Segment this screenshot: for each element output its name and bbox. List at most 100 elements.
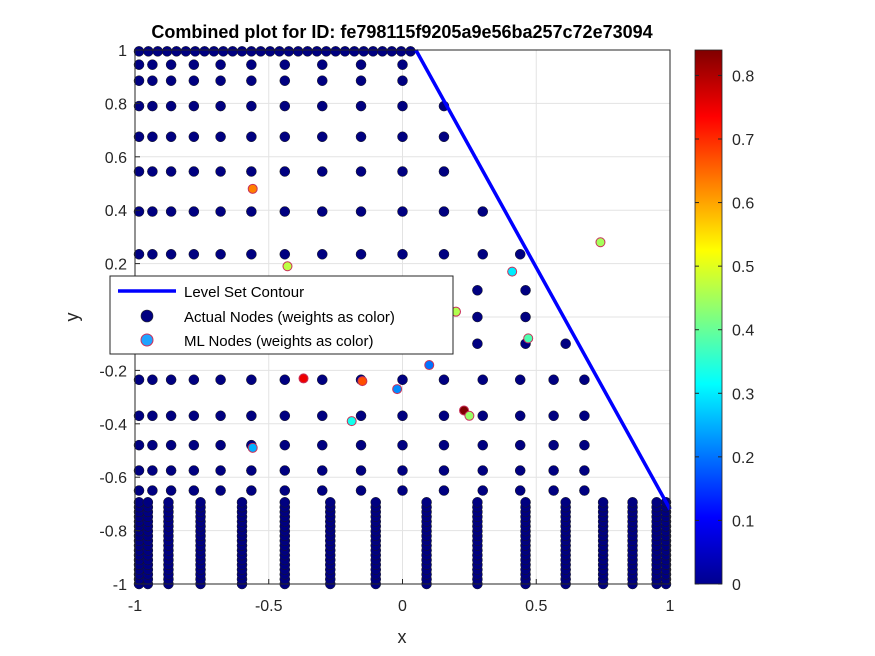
actual-node [548,485,559,496]
colorbar-tick-label: 0.4 [732,323,754,340]
actual-node [188,249,200,260]
actual-node [317,439,328,451]
actual-node [560,497,571,508]
actual-node [180,46,192,57]
actual-node [246,465,257,476]
actual-node [147,485,158,496]
actual-node [355,465,367,476]
colorbar-ticks: 0 0.1 0.2 0.3 0.4 0.5 0.6 0.7 0.8 [695,68,754,594]
actual-node [579,439,590,451]
actual-node [597,497,609,508]
y-tick-label: 1 [118,43,127,60]
actual-node [317,100,328,112]
actual-node [165,166,177,177]
actual-node [147,131,158,143]
colorbar-tick-label: 0 [732,577,741,594]
actual-node [218,46,229,57]
ml-node [392,384,403,395]
ml-node [357,376,368,387]
colorbar [694,49,723,585]
actual-node [395,46,407,57]
actual-node [152,46,163,57]
y-axis-label: y [62,313,82,322]
actual-node [165,439,177,451]
actual-node [438,439,450,451]
ml-nodes [247,183,606,453]
actual-node [438,374,450,385]
actual-node [477,374,488,385]
legend-actual-swatch [140,309,154,323]
ml-node [298,373,309,384]
actual-node [317,374,328,385]
actual-node [477,249,488,260]
actual-node [279,100,291,112]
actual-node [147,166,158,177]
actual-node [246,485,257,496]
actual-node [279,249,291,260]
actual-node [349,46,360,57]
actual-node [438,465,450,476]
actual-node [147,439,158,451]
actual-node [246,46,257,57]
actual-node [246,374,257,385]
ml-node [247,183,258,194]
ml-node [595,237,606,248]
actual-node [147,75,158,86]
actual-node [311,46,323,57]
actual-node [355,100,367,112]
actual-node [165,59,177,70]
actual-node [143,46,154,57]
actual-node [397,59,408,70]
actual-node [188,131,200,143]
actual-node [397,465,408,476]
actual-node [163,497,174,508]
colorbar-tick-label: 0.8 [732,68,754,85]
actual-node [147,374,158,385]
actual-node [355,485,367,496]
actual-node [317,465,328,476]
actual-node [215,100,226,112]
actual-node [579,374,590,385]
actual-node [355,166,367,177]
actual-node [165,249,177,260]
actual-node [514,249,526,260]
actual-node [325,497,336,508]
actual-node [627,497,638,508]
actual-node [133,131,145,143]
actual-node [133,485,145,496]
colorbar-tick-label: 0.7 [732,132,754,149]
actual-node [255,46,266,57]
actual-node [355,439,367,451]
actual-node [317,75,328,86]
actual-node [548,465,559,476]
actual-node [215,465,226,476]
actual-node [274,46,285,57]
actual-node [188,166,200,177]
actual-node [165,131,177,143]
actual-node [215,249,226,260]
actual-node [548,410,559,422]
actual-node [188,75,200,86]
actual-node [377,46,388,57]
actual-node [317,59,328,70]
actual-node [355,410,367,422]
actual-node [405,46,416,57]
actual-node [133,59,145,70]
actual-node [246,100,257,112]
actual-node [147,465,158,476]
actual-node [188,439,200,451]
actual-node [472,497,483,508]
actual-node [330,46,341,57]
actual-node [421,497,432,508]
actual-node [279,206,291,217]
actual-node [133,497,145,508]
actual-node [215,131,226,143]
bottom-node-band [133,497,672,590]
actual-node [283,46,295,57]
actual-node [147,410,158,422]
y-tick-label: 0.2 [105,257,127,274]
ml-node [507,266,518,277]
actual-node [651,497,662,508]
actual-node [514,439,526,451]
actual-node [355,206,367,217]
